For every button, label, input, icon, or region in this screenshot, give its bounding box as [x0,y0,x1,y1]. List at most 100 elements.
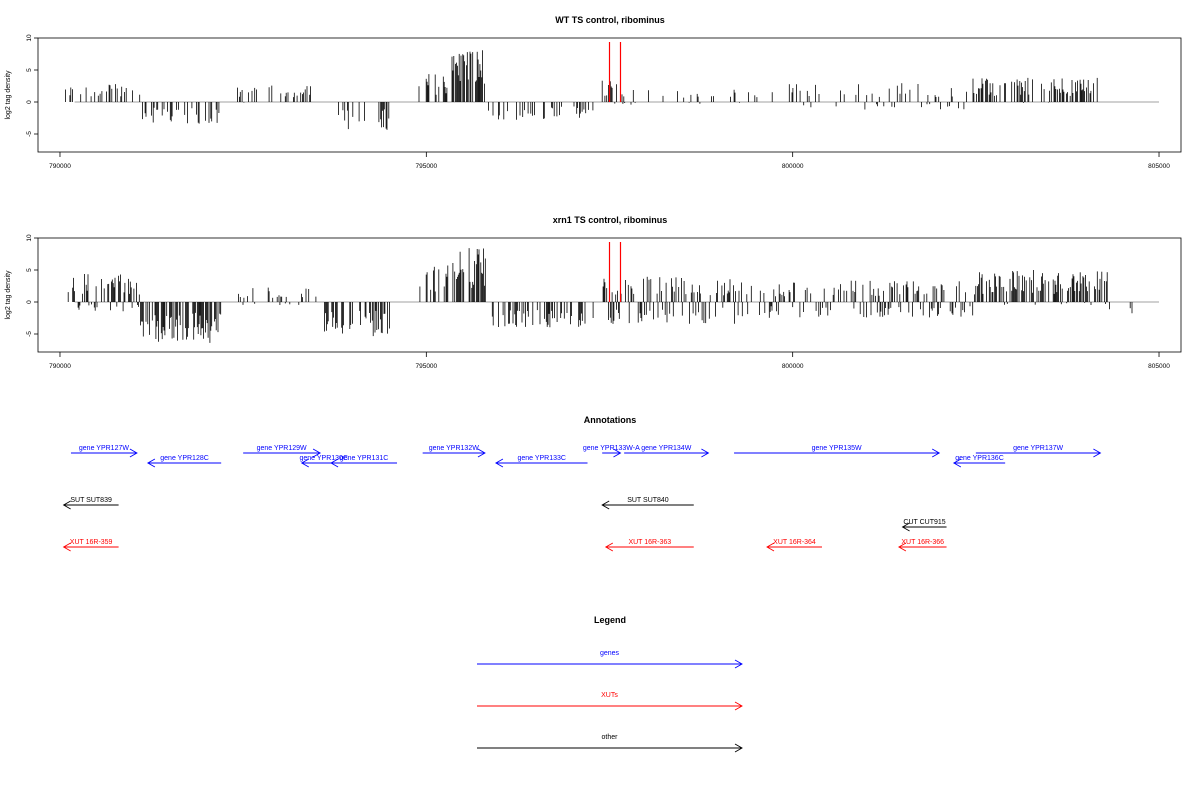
annotation-label: gene YPR134W [641,445,691,452]
annotation-arrow-head [300,458,309,468]
xrn1-panel-title: xrn1 TS control, ribominus [553,215,668,225]
annotation-gene: gene YPR133W-A [583,445,640,458]
annotation-arrow-head [62,500,71,510]
xrn1-density-panel: xrn1 TS control, ribominus log2 tag dens… [5,215,1182,370]
y-tick-label: 0 [26,100,33,104]
wt-density-panel: WT TS control, ribominus log2 tag densit… [5,15,1182,170]
y-tick-label: 0 [26,300,33,304]
annotation-arrow-head [146,458,156,468]
annotation-label: gene YPR127W [79,445,129,452]
wt-axes: 10 5 0 -5 790000 795000 800000 805000 [26,34,1170,170]
y-tick-label: 10 [26,34,33,42]
wt-panel-title: WT TS control, ribominus [555,15,665,25]
annotation-label: gene YPR129W [257,445,307,452]
annotations-title: Annotations [584,415,637,425]
annotation-gene: gene YPR128C [146,455,222,468]
annotation-xut: XUT 16R-366 [898,539,947,552]
y-tick-label: 5 [26,268,33,272]
annotation-label: SUT SUT840 [627,497,669,504]
annotation-label: gene YPR135W [812,445,862,452]
y-tick-label: 10 [26,234,33,242]
y-tick-label: -5 [26,331,33,337]
annotation-arrow-head [330,458,339,468]
legend-item-gene: genes [477,650,743,669]
y-tick-label: -5 [26,131,33,137]
annotation-arrow-head [62,542,71,552]
annotation-gene: gene YPR134W [624,445,710,458]
annotation-arrow-head [952,458,962,468]
annotation-arrow-head [129,448,138,458]
annotation-gene: gene YPR136C [952,455,1006,468]
annotation-label: XUT 16R-359 [70,539,113,546]
legend-title: Legend [594,615,626,625]
y-tick-label: 5 [26,68,33,72]
annotation-xut: XUT 16R-359 [62,539,119,552]
annotation-label: XUT 16R-364 [773,539,816,546]
annotation-label: XUT 16R-363 [628,539,671,546]
xrn1-axes: 10 5 0 -5 790000 795000 800000 805000 [26,234,1170,370]
x-tick-label: 800000 [782,163,804,170]
x-tick-label: 800000 [782,363,804,370]
annotation-gene: gene YPR131C [330,455,398,468]
x-tick-label: 790000 [49,163,71,170]
annotation-arrow-head [477,448,486,458]
annotation-arrow-head [931,448,941,458]
annotation-label: gene YPR133W-A [583,445,640,452]
annotation-gene: gene YPR127W [70,445,138,458]
xrn1-bars [67,242,1160,343]
legend-item-xut: XUTs [477,692,743,711]
annotation-label: gene YPR137W [1013,445,1063,452]
annotation-label: XUT 16R-366 [901,539,944,546]
x-tick-label: 790000 [49,363,71,370]
legend-arrow-head [734,659,743,669]
annotation-xut: XUT 16R-363 [604,539,694,552]
annotation-arrow-head [601,500,610,510]
legend-items: genes XUTs other [477,650,743,753]
annotation-arrow-head [898,542,907,552]
annotation-other: SUT SUT840 [601,497,694,510]
x-tick-label: 805000 [1148,363,1170,370]
legend: Legend genes XUTs other [477,615,743,753]
x-tick-label: 795000 [415,363,437,370]
annotation-label: CUT CUT915 [903,519,945,526]
legend-item-other: other [477,734,743,753]
annotation-gene: gene YPR129W [243,445,321,458]
annotation-label: gene YPR136C [955,455,1004,462]
annotation-arrow-head [701,448,710,458]
x-tick-label: 805000 [1148,163,1170,170]
annotation-label: gene YPR132W [429,445,479,452]
legend-label: XUTs [601,692,618,699]
annotation-label: gene YPR128C [160,455,209,462]
annotation-xut: XUT 16R-364 [766,539,822,552]
legend-arrow-head [734,701,743,711]
legend-label: other [602,734,619,741]
annotation-gene: gene YPR137W [975,445,1102,458]
xrn1-plot-frame [37,237,1182,353]
annotation-label: SUT SUT839 [70,497,112,504]
annotation-other: CUT CUT915 [901,519,947,532]
annotation-gene: gene YPR132W [422,445,486,458]
wt-plot-frame [37,37,1182,153]
annotation-gene: gene YPR135W [734,445,941,458]
wt-bars [65,42,1160,130]
wt-y-axis-label: log2 tag density [5,70,12,120]
annotation-label: gene YPR130C [299,455,348,462]
annotation-arrow-head [901,522,910,532]
x-tick-label: 795000 [415,163,437,170]
annotation-arrow-head [766,542,775,552]
annotation-arrow-head [312,448,321,458]
legend-label: genes [600,650,620,657]
annotation-label: gene YPR133C [517,455,566,462]
annotation-arrow-head [1093,448,1102,458]
xrn1-y-axis-label: log2 tag density [5,270,12,320]
annotation-label: gene YPR131C [340,455,389,462]
annotation-gene: gene YPR133C [495,455,588,468]
annotation-arrow-head [604,542,614,552]
legend-arrow-head [734,743,743,753]
annotation-other: SUT SUT839 [62,497,119,510]
annotation-arrow-head [613,448,622,458]
annotation-features: gene YPR127W gene YPR128C gene YPR129W gene… [62,445,1102,552]
annotation-arrow-head [495,458,504,468]
